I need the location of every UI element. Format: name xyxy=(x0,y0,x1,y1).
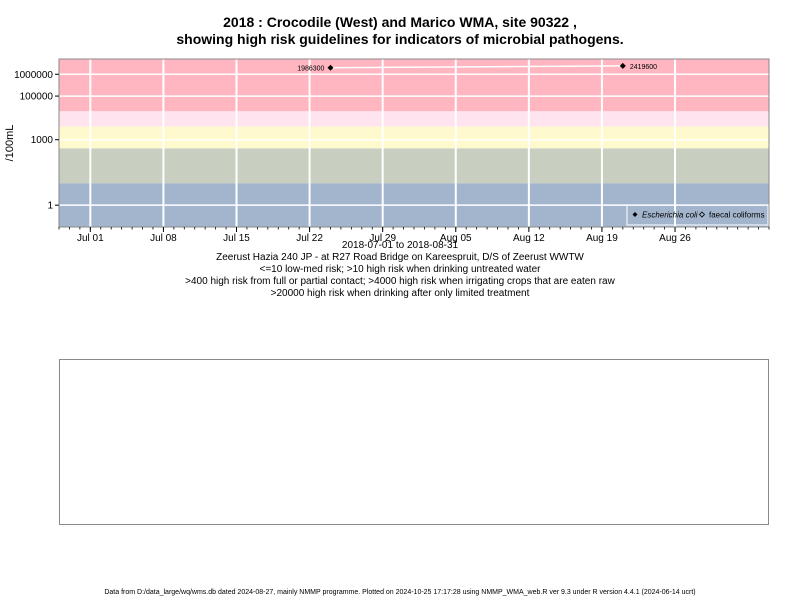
date-range-caption: 2018-07-01 to 2018-08-31 xyxy=(341,240,459,251)
bacteria-chart: 1000000 100000 1000 1 Jul 01 Jul 08 Jul 15 Jul … xyxy=(4,58,770,244)
x-tick-label-3: Jul 22 xyxy=(296,233,323,244)
y-tick-label-3: 1 xyxy=(47,201,53,212)
x-tick-label-4: Jul 29 xyxy=(369,233,396,244)
y-tick-label-0: 1000000 xyxy=(14,70,53,81)
chart-title-line1: 2018 : Crocodile (West) and Marico WMA, … xyxy=(223,14,577,30)
x-tick-label-5: Aug 05 xyxy=(440,233,472,244)
y-tick-label-1: 100000 xyxy=(20,92,54,103)
x-tick-label-2: Jul 15 xyxy=(223,233,250,244)
risk-caption-3: >20000 high risk when drinking after onl… xyxy=(270,288,530,299)
x-tick-label-8: Aug 26 xyxy=(659,233,691,244)
footer-note: Data from D:/data_large/wq/wms.db dated … xyxy=(104,589,696,596)
legend-label-faecal: faecal coliforms xyxy=(709,211,765,220)
risk-band-1 xyxy=(59,111,769,127)
legend-label-ecoli: Escherichia coli xyxy=(642,211,698,220)
legend-marker-faecal xyxy=(698,211,706,218)
x-tick-label-6: Aug 12 xyxy=(513,233,545,244)
risk-band-3 xyxy=(59,148,769,184)
x-tick-label-1: Jul 08 xyxy=(150,233,177,244)
ecoli-data-label-0: 1986300 xyxy=(297,66,324,73)
risk-caption-1: <=10 low-med risk; >10 high risk when dr… xyxy=(259,264,541,275)
empty-plot-panel xyxy=(59,359,769,525)
legend-box xyxy=(626,204,769,226)
x-tick-label-7: Aug 19 xyxy=(586,233,618,244)
ecoli-point-1 xyxy=(619,62,626,69)
legend-marker-ecoli xyxy=(632,212,638,217)
x-tick-label-0: Jul 01 xyxy=(77,233,104,244)
risk-band-2 xyxy=(59,126,769,149)
ecoli-series-line xyxy=(330,65,623,69)
chart-title-line2: showing high risk guidelines for indicat… xyxy=(176,31,624,47)
risk-caption-2: >400 high risk from full or partial cont… xyxy=(185,276,615,287)
ecoli-point-0 xyxy=(327,64,334,71)
y-axis-label: /100mL xyxy=(4,125,16,162)
site-caption: Zeerust Hazia 240 JP - at R27 Road Bridg… xyxy=(216,252,584,263)
ecoli-data-label-1: 2419600 xyxy=(630,64,657,71)
y-tick-label-2: 1000 xyxy=(31,135,54,146)
